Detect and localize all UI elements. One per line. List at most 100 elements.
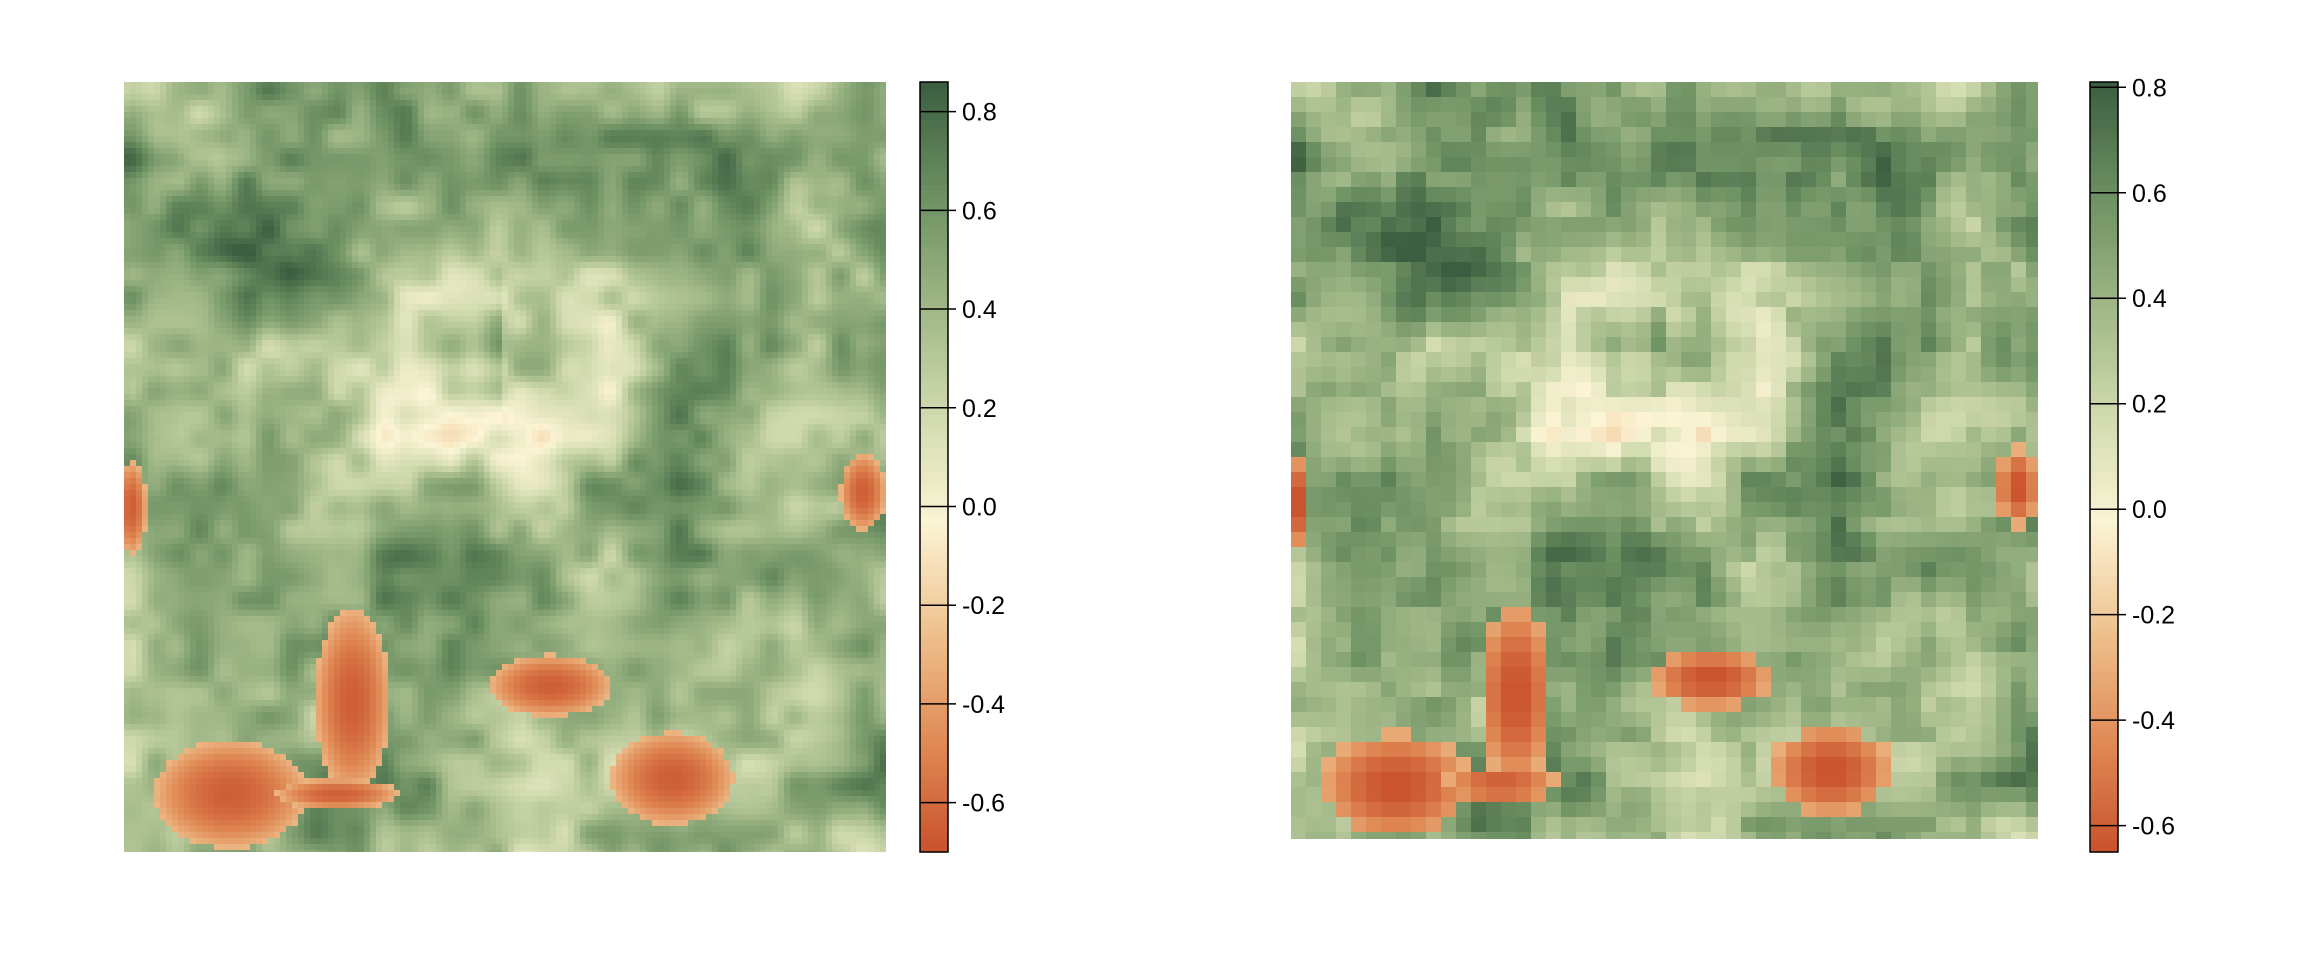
raster-fine-cell xyxy=(490,268,497,275)
raster-fine-cell xyxy=(130,124,137,131)
raster-fine-cell xyxy=(502,178,509,185)
raster-fine-cell xyxy=(520,208,527,215)
raster-fine-cell xyxy=(682,190,689,197)
raster-fine-cell xyxy=(226,286,233,293)
raster-fine-cell xyxy=(352,172,359,179)
raster-fine-cell xyxy=(838,94,845,101)
raster-fine-cell xyxy=(784,304,791,311)
raster-fine-cell xyxy=(142,172,149,179)
raster-fine-cell xyxy=(634,238,641,245)
raster-fine-cell xyxy=(448,130,455,137)
raster-fine-cell xyxy=(646,142,653,149)
raster-fine-cell xyxy=(130,184,137,191)
raster-fine-cell xyxy=(838,268,845,275)
raster-fine-cell xyxy=(124,136,131,143)
raster-fine-cell xyxy=(790,130,797,137)
raster-fine-cell xyxy=(496,136,503,143)
raster-fine-cell xyxy=(544,172,551,179)
raster-fine-cell xyxy=(652,100,659,107)
raster-fine-cell xyxy=(736,118,743,125)
raster-fine-cell xyxy=(322,310,329,317)
raster-fine-cell xyxy=(814,238,821,245)
raster-fine-cell xyxy=(502,292,509,299)
raster-fine-cell xyxy=(502,88,509,95)
raster-fine-cell xyxy=(442,142,449,149)
raster-fine-cell xyxy=(424,154,431,161)
raster-fine-cell xyxy=(400,232,407,239)
raster-fine-cell xyxy=(862,268,869,275)
raster-fine-cell xyxy=(418,160,425,167)
raster-fine-cell xyxy=(598,256,605,263)
raster-fine-cell xyxy=(604,172,611,179)
raster-fine-cell xyxy=(526,196,533,203)
raster-fine-cell xyxy=(172,220,179,227)
raster-fine-cell xyxy=(676,238,683,245)
raster-fine-cell xyxy=(340,208,347,215)
raster-fine-cell xyxy=(574,292,581,299)
raster-fine-cell xyxy=(436,112,443,119)
raster-fine-cell xyxy=(646,124,653,131)
raster-fine-cell xyxy=(430,256,437,263)
raster-fine-cell xyxy=(424,94,431,101)
raster-fine-cell xyxy=(622,118,629,125)
raster-fine-cell xyxy=(394,118,401,125)
raster-fine-cell xyxy=(772,250,779,257)
raster-fine-cell xyxy=(826,286,833,293)
raster-fine-cell xyxy=(250,304,257,311)
raster-fine-cell xyxy=(574,184,581,191)
raster-fine-cell xyxy=(286,88,293,95)
raster-fine-cell xyxy=(550,112,557,119)
raster-fine-cell xyxy=(184,238,191,245)
raster-fine-cell xyxy=(412,130,419,137)
raster-fine-cell xyxy=(718,160,725,167)
raster-fine-cell xyxy=(676,214,683,221)
raster-fine-cell xyxy=(754,310,761,317)
raster-fine-cell xyxy=(304,286,311,293)
raster-fine-cell xyxy=(526,286,533,293)
raster-fine-cell xyxy=(214,232,221,239)
raster-fine-cell xyxy=(592,142,599,149)
raster-fine-cell xyxy=(442,208,449,215)
raster-fine-cell xyxy=(880,238,886,245)
raster-fine-cell xyxy=(238,304,245,311)
raster-fine-cell xyxy=(742,112,749,119)
raster-fine-cell xyxy=(694,226,701,233)
raster-fine-cell xyxy=(706,256,713,263)
raster-fine-cell xyxy=(226,184,233,191)
raster-fine-cell xyxy=(298,244,305,251)
raster-fine-cell xyxy=(640,196,647,203)
raster-fine-cell xyxy=(820,232,827,239)
raster-fine-cell xyxy=(802,112,809,119)
raster-fine-cell xyxy=(148,220,155,227)
raster-fine-cell xyxy=(196,178,203,185)
raster-fine-cell xyxy=(862,304,869,311)
raster-fine-cell xyxy=(214,160,221,167)
raster-fine-cell xyxy=(556,130,563,137)
raster-fine-cell xyxy=(388,112,395,119)
raster-fine-cell xyxy=(598,184,605,191)
raster-fine-cell xyxy=(826,124,833,131)
raster-fine-cell xyxy=(454,214,461,221)
raster-fine-cell xyxy=(730,160,737,167)
raster-fine-cell xyxy=(544,280,551,287)
raster-fine-cell xyxy=(460,208,467,215)
raster-fine-cell xyxy=(334,274,341,281)
raster-fine-cell xyxy=(616,190,623,197)
raster-fine-cell xyxy=(322,316,329,323)
raster-fine-cell xyxy=(574,196,581,203)
raster-fine-cell xyxy=(394,238,401,245)
raster-fine-cell xyxy=(508,100,515,107)
raster-fine-cell xyxy=(538,280,545,287)
raster-fine-cell xyxy=(460,232,467,239)
raster-fine-cell xyxy=(610,298,617,305)
raster-fine-cell xyxy=(208,256,215,263)
raster-fine-cell xyxy=(430,112,437,119)
raster-fine-cell xyxy=(256,178,263,185)
raster-fine-cell xyxy=(274,94,281,101)
raster-fine-cell xyxy=(124,196,131,203)
raster-fine-cell xyxy=(346,166,353,173)
raster-fine-cell xyxy=(496,214,503,221)
raster-fine-cell xyxy=(688,130,695,137)
raster-fine-cell xyxy=(784,172,791,179)
raster-fine-cell xyxy=(562,196,569,203)
